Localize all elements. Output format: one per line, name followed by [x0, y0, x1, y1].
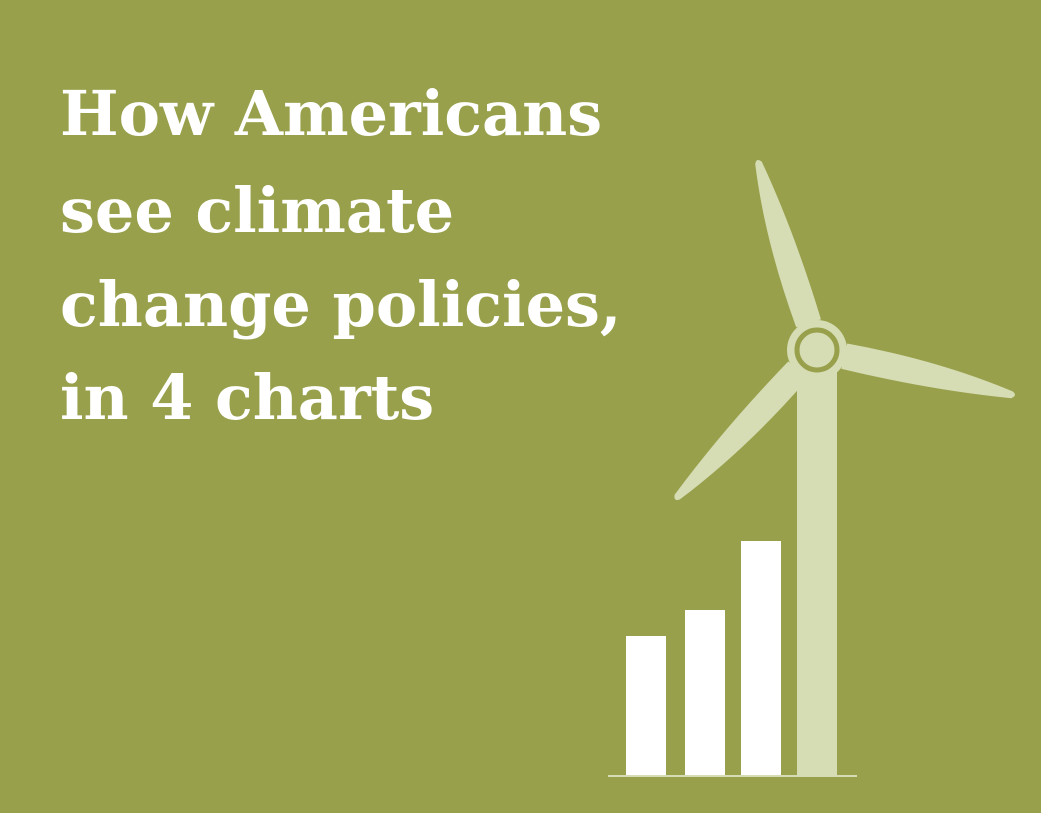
title: How Americans see climate change policie… [60, 77, 622, 434]
turbine-blades [674, 160, 1015, 501]
wind-turbine-icon [674, 160, 1015, 776]
blade [841, 343, 1015, 399]
bar-icon [626, 541, 781, 776]
turbine-tower [797, 370, 837, 776]
blade [755, 160, 821, 328]
title-line: see climate [60, 174, 454, 247]
title-line: in 4 charts [60, 361, 434, 434]
icon-bar [626, 636, 666, 776]
blade [674, 361, 808, 501]
hub-center [794, 327, 840, 373]
icon-bar [685, 610, 725, 776]
icon-bar [741, 541, 781, 776]
title-line: How Americans [60, 77, 602, 150]
title-line: change policies, [60, 268, 622, 341]
